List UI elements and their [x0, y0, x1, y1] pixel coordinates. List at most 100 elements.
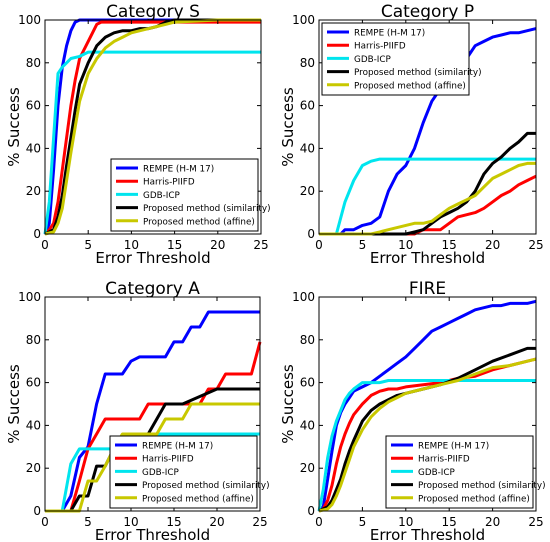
x-tick-label: 10 — [123, 515, 138, 529]
x-tick-label: 10 — [124, 238, 139, 252]
series-line-3 — [317, 379, 536, 512]
x-tick-label: 25 — [252, 515, 267, 529]
series-line-2 — [45, 341, 262, 513]
y-tick-label: 100 — [292, 13, 315, 27]
x-tick-label: 20 — [485, 515, 500, 529]
x-tick-label: 0 — [41, 515, 49, 529]
x-tick-label: 10 — [398, 515, 413, 529]
x-tick-label: 5 — [84, 238, 92, 252]
legend-entry: Proposed method (similarity) — [142, 481, 270, 491]
legend: REMPE (H-M 17) Harris-PIIFD GDB-ICP Propose… — [385, 435, 546, 509]
legend: REMPE (H-M 17) Harris-PIIFD GDB-ICP Propose… — [109, 435, 270, 509]
y-tick-label: 0 — [33, 504, 41, 518]
x-tick-label: 5 — [359, 238, 367, 252]
x-tick-label: 5 — [359, 515, 367, 529]
chart-title: Category A — [105, 279, 200, 299]
x-tick-label: 25 — [253, 238, 268, 252]
plot-frame — [318, 296, 537, 512]
chart-panel-2: 0 5 10 15 20 25 0 20 40 60 80 100 Category P Error Th… — [279, 2, 544, 267]
legend-entry: GDB-ICP — [354, 55, 391, 65]
x-tick-label: 15 — [442, 238, 457, 252]
y-tick-label: 20 — [26, 461, 41, 475]
legend: REMPE (H-M 17) Harris-PIIFD GDB-ICP Propose… — [321, 22, 482, 96]
x-tick-label: 5 — [84, 515, 92, 529]
y-axis-label: % Success — [5, 87, 23, 167]
y-tick-label: 40 — [26, 141, 41, 155]
series-line-5 — [319, 161, 536, 236]
legend-entry: REMPE (H-M 17) — [354, 29, 425, 39]
y-tick-label: 60 — [300, 99, 315, 113]
x-axis-label: Error Threshold — [95, 526, 210, 542]
legend-entry: Proposed method (affine) — [354, 81, 466, 91]
legend-entry: Harris-PIIFD — [142, 455, 194, 465]
x-tick-label: 0 — [315, 238, 323, 252]
y-tick-label: 20 — [26, 184, 41, 198]
legend-entry: Proposed method (similarity) — [143, 204, 271, 214]
y-axis-label: % Success — [279, 87, 297, 167]
series-line-1 — [43, 18, 261, 235]
legend: REMPE (H-M 17) Harris-PIIFD GDB-ICP Propose… — [110, 158, 271, 232]
y-tick-label: 80 — [26, 56, 41, 70]
legend-entry: GDB-ICP — [418, 468, 455, 478]
legend-entry: Harris-PIIFD — [143, 178, 195, 188]
series-line-2 — [319, 174, 537, 236]
x-axis-label: Error Threshold — [370, 526, 485, 542]
y-tick-label: 40 — [26, 418, 41, 432]
chart-panel-3: 0 5 10 15 20 25 0 20 40 60 80 100 Category A Error Th… — [5, 279, 270, 542]
legend-entry: Proposed method (affine) — [418, 494, 530, 504]
y-tick-label: 60 — [300, 376, 315, 390]
series-line-3 — [319, 157, 536, 236]
legend-entry: Proposed method (affine) — [142, 494, 254, 504]
y-tick-label: 80 — [300, 333, 315, 347]
chart-panel-4: 0 5 10 15 20 25 0 20 40 60 80 100 FIRE Error Threshol… — [279, 279, 546, 542]
legend-entry: REMPE (H-M 17) — [143, 165, 214, 175]
y-tick-label: 0 — [307, 504, 315, 518]
y-tick-label: 100 — [18, 13, 41, 27]
series-line-3 — [43, 50, 261, 235]
legend-entry: Proposed method (affine) — [143, 217, 255, 227]
legend-entry: Proposed method (similarity) — [418, 481, 546, 491]
x-tick-label: 15 — [166, 515, 181, 529]
chart-title: Category S — [106, 2, 200, 22]
y-tick-label: 40 — [300, 141, 315, 155]
plot-frame — [44, 296, 261, 512]
chart-title: Category P — [381, 2, 474, 22]
x-axis-label: Error Threshold — [370, 249, 485, 267]
x-tick-label: 20 — [209, 515, 224, 529]
y-tick-label: 20 — [300, 184, 315, 198]
series-line-4 — [319, 131, 536, 236]
y-tick-label: 20 — [300, 461, 315, 475]
y-tick-label: 80 — [300, 56, 315, 70]
x-tick-label: 20 — [210, 238, 225, 252]
y-axis-label: % Success — [5, 364, 23, 444]
y-tick-label: 100 — [292, 290, 315, 304]
y-tick-label: 80 — [26, 333, 41, 347]
plot-frame — [318, 19, 537, 235]
x-tick-label: 15 — [442, 515, 457, 529]
legend-entry: Harris-PIIFD — [354, 42, 406, 52]
series-line-4 — [318, 346, 536, 513]
series-line-2 — [318, 357, 537, 513]
series-line-5 — [44, 18, 261, 236]
x-axis-label: Error Threshold — [95, 249, 210, 267]
series-line-1 — [45, 310, 260, 513]
legend-entry: REMPE (H-M 17) — [418, 442, 489, 452]
legend-box — [110, 158, 259, 232]
legend-entry: GDB-ICP — [143, 191, 180, 201]
y-tick-label: 0 — [307, 227, 315, 241]
chart-panel-1: 0 5 10 15 20 25 0 20 40 60 80 100 Category S Error Th… — [5, 2, 271, 267]
legend-entry: Proposed method (similarity) — [354, 68, 482, 78]
x-tick-label: 25 — [528, 238, 543, 252]
x-tick-label: 0 — [41, 238, 49, 252]
plot-frame — [44, 19, 262, 235]
chart-title: FIRE — [409, 279, 446, 299]
x-tick-label: 25 — [528, 515, 543, 529]
legend-entry: Harris-PIIFD — [418, 455, 470, 465]
x-tick-label: 20 — [485, 238, 500, 252]
legend-entry: GDB-ICP — [142, 468, 179, 478]
y-tick-label: 60 — [26, 99, 41, 113]
series-line-2 — [43, 20, 261, 236]
y-axis-label: % Success — [279, 364, 297, 444]
y-tick-label: 0 — [33, 227, 41, 241]
x-tick-label: 0 — [315, 515, 323, 529]
